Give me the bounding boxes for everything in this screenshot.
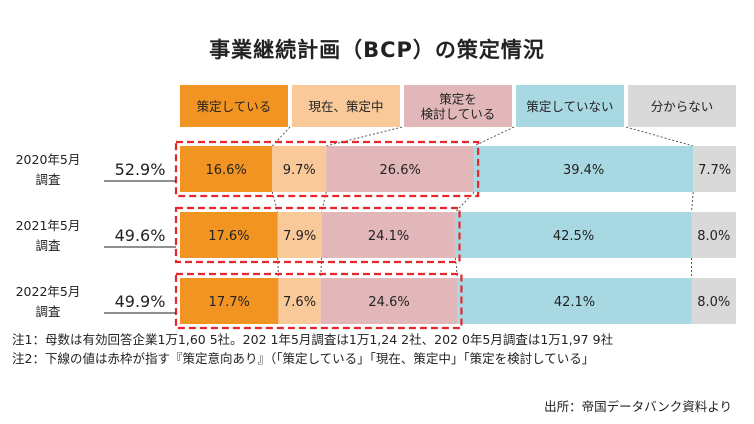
bar-segment — [278, 278, 321, 324]
bar-segment — [180, 146, 273, 192]
legend: 策定している 現在、策定中 策定を検討している 策定していない 分からない — [180, 85, 736, 127]
bar-segment — [326, 146, 475, 192]
connector-line — [625, 126, 694, 147]
legend-label: 検討している — [421, 107, 496, 122]
bars: 16.6% 9.7% 26.6% 39.4% 7.7% 17.6% 7.9% 24.1% 42.… — [180, 146, 736, 324]
data-label: 8.0% — [697, 295, 730, 310]
bar-segment — [321, 212, 456, 258]
row-label-year: 2022年5月 — [16, 284, 81, 299]
connector-line — [691, 191, 694, 213]
bar-segment — [180, 212, 278, 258]
legend-swatch — [292, 85, 400, 127]
data-label: 24.1% — [368, 229, 409, 244]
data-label: 26.6% — [380, 163, 421, 178]
row-label-year: 2021年5月 — [16, 218, 81, 233]
data-label: 17.6% — [208, 229, 249, 244]
data-label: 8.0% — [697, 229, 730, 244]
intent-total: 49.9% — [115, 292, 166, 311]
data-label: 7.7% — [698, 163, 731, 178]
connector-line — [473, 126, 515, 147]
data-label: 16.6% — [205, 163, 246, 178]
row-label-sub: 調査 — [35, 238, 61, 253]
legend-swatch — [628, 85, 736, 127]
connector-line — [272, 126, 291, 147]
intent-highlight-box — [174, 272, 463, 330]
bar-segment — [691, 212, 736, 258]
bar-segment — [320, 278, 458, 324]
connector-line — [326, 126, 403, 147]
row-label-sub: 調査 — [35, 304, 61, 319]
bar-segment — [272, 146, 327, 192]
data-label: 24.6% — [368, 295, 409, 310]
bar-segment — [693, 146, 736, 192]
data-label: 42.5% — [553, 229, 594, 244]
legend-swatch — [516, 85, 624, 127]
legend-label: 現在、策定中 — [308, 99, 383, 114]
row-label-year: 2020年5月 — [16, 152, 81, 167]
intent-total: 52.9% — [115, 160, 166, 179]
intent-total: 49.6% — [115, 226, 166, 245]
legend-label: 分からない — [651, 99, 714, 114]
bar-segment — [277, 212, 322, 258]
data-label: 9.7% — [283, 163, 316, 178]
notes: 注1：母数は有効回答企業1万1,60 5社。202 1年5月調査は1万1,24 … — [12, 330, 613, 368]
row-label-sub: 調査 — [35, 172, 61, 187]
data-label: 42.1% — [554, 295, 595, 310]
intent-highlight-box — [174, 206, 461, 264]
data-label: 17.7% — [209, 295, 250, 310]
legend-label: 策定を — [439, 92, 477, 107]
legend-label: 策定していない — [526, 99, 613, 114]
bar-segment — [474, 146, 694, 192]
bar-segment — [457, 278, 692, 324]
note-1: 注1：母数は有効回答企業1万1,60 5社。202 1年5月調査は1万1,24 … — [12, 332, 614, 347]
intent-highlights — [174, 140, 480, 330]
data-label: 39.4% — [563, 163, 604, 178]
bar-segment — [180, 278, 279, 324]
bar-segment — [455, 212, 692, 258]
chart-title: 事業継続計画（BCP）の策定情況 — [209, 38, 545, 62]
legend-swatch — [180, 85, 288, 127]
bar-segment — [691, 278, 736, 324]
legend-swatch — [404, 85, 512, 127]
source-note: 出所：帝国データバンク資料より — [544, 399, 732, 414]
legend-label: 策定している — [197, 99, 272, 114]
intent-highlight-box — [174, 140, 480, 198]
note-2: 注2：下線の値は赤枠が指す『策定意向あり』（「策定している」「現在、策定中」「策… — [12, 351, 595, 366]
data-label: 7.6% — [283, 295, 316, 310]
data-label: 7.9% — [283, 229, 316, 244]
